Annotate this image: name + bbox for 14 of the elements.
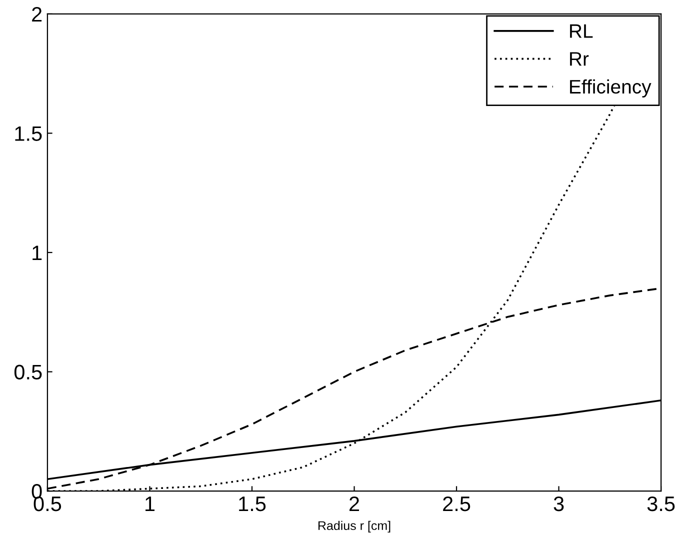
x-tick-label: 2 (350, 496, 360, 511)
x-tick-label: 3 (554, 496, 564, 512)
y-tick-label: 1 (32, 246, 42, 260)
x-tick-label: 2.5 (443, 496, 470, 512)
x-tick-label: 1.5 (239, 496, 266, 512)
y-tick-label: 0.5 (14, 364, 42, 380)
y-tick-label: 1.5 (15, 126, 42, 141)
x-tick-label: 3.5 (647, 496, 675, 512)
legend-label: RL (570, 24, 593, 38)
x-axis-title: Radius r [cm] (318, 520, 390, 533)
y-tick-label: 2 (32, 6, 42, 22)
x-tick-label: 1 (146, 496, 154, 511)
legend-label: Rr (570, 52, 589, 66)
legend-label: Efficiency (570, 79, 652, 98)
